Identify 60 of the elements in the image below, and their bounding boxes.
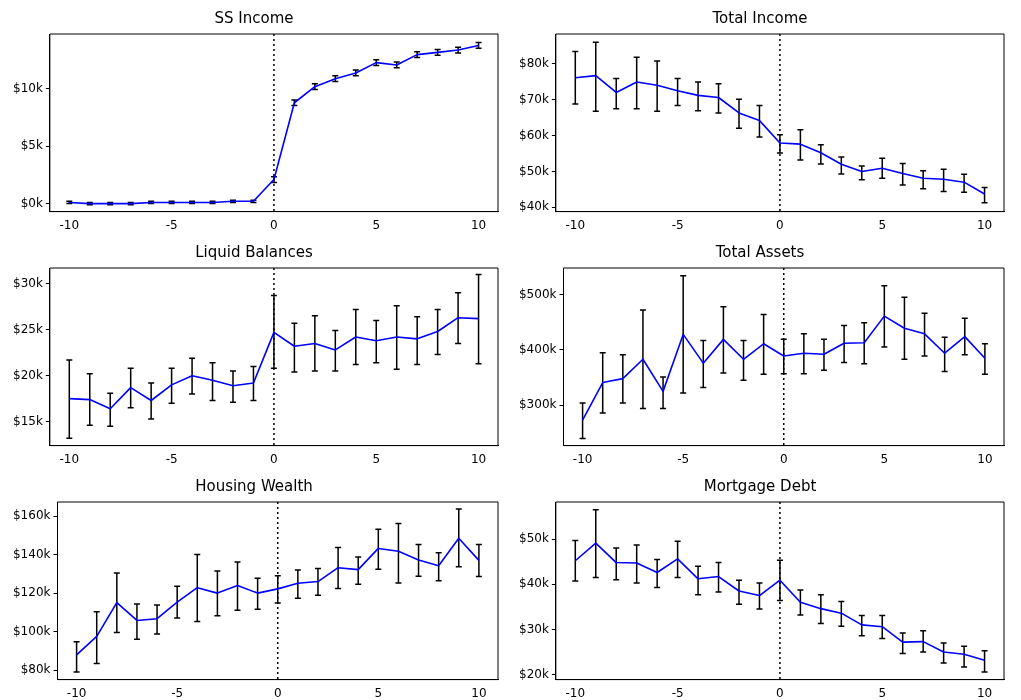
y-tick-label: $70k — [518, 91, 549, 106]
y-tick-label: $20k — [518, 666, 549, 681]
y-tick-label: $120k — [12, 585, 51, 600]
y-tick-label: $300k — [518, 397, 557, 412]
x-tick-label: 5 — [372, 217, 381, 232]
chart-title: Housing Wealth — [195, 476, 313, 495]
y-tick-label: $30k — [12, 275, 43, 290]
x-tick-label: 0 — [779, 451, 788, 466]
chart-title: Liquid Balances — [195, 242, 314, 261]
y-tick-label: $80k — [518, 55, 549, 70]
y-tick-label: $160k — [12, 508, 51, 523]
x-tick-label: 10 — [471, 685, 487, 700]
x-tick-label: 0 — [273, 685, 282, 700]
y-tick-label: $40k — [518, 199, 549, 214]
chart-title: Total Assets — [714, 242, 805, 261]
x-tick-label: 5 — [878, 685, 887, 700]
x-tick-label: -5 — [165, 451, 178, 466]
y-tick-label: $0k — [20, 195, 43, 210]
x-tick-label: -5 — [671, 217, 684, 232]
x-tick-label: -5 — [165, 217, 178, 232]
x-tick-label: -10 — [565, 217, 586, 232]
x-tick-label: -5 — [677, 451, 690, 466]
x-tick-label: 10 — [977, 451, 993, 466]
chart-title: SS Income — [214, 8, 294, 27]
y-tick-label: $20k — [12, 367, 43, 382]
x-tick-label: 5 — [374, 685, 383, 700]
y-tick-label: $40k — [518, 576, 549, 591]
y-tick-label: $100k — [12, 623, 51, 638]
y-tick-label: $80k — [20, 662, 51, 677]
x-tick-label: -5 — [171, 685, 184, 700]
x-tick-label: -10 — [572, 451, 593, 466]
chart-title: Mortgage Debt — [703, 476, 817, 495]
x-tick-label: 5 — [878, 217, 887, 232]
y-tick-label: $50k — [518, 163, 549, 178]
x-tick-label: 5 — [880, 451, 889, 466]
y-tick-label: $5k — [20, 138, 43, 153]
x-tick-label: 0 — [776, 685, 784, 700]
y-tick-label: $50k — [518, 531, 549, 546]
x-tick-label: 10 — [976, 217, 993, 232]
y-tick-label: $15k — [12, 413, 43, 428]
x-tick-label: -10 — [565, 685, 586, 700]
x-tick-label: 10 — [470, 451, 487, 466]
x-tick-label: 0 — [776, 217, 784, 232]
x-tick-label: 5 — [372, 451, 381, 466]
x-tick-label: 10 — [470, 217, 487, 232]
x-tick-label: -10 — [59, 217, 80, 232]
y-tick-label: $30k — [518, 621, 549, 636]
y-tick-label: $25k — [12, 321, 43, 336]
y-tick-label: $140k — [12, 546, 51, 561]
x-tick-label: 10 — [976, 685, 993, 700]
y-tick-label: $60k — [518, 127, 549, 142]
y-tick-label: $10k — [12, 81, 43, 96]
x-tick-label: 0 — [270, 217, 278, 232]
x-tick-label: -10 — [66, 685, 87, 700]
x-tick-label: -10 — [59, 451, 80, 466]
chart-title: Total Income — [711, 8, 808, 27]
y-tick-label: $400k — [518, 342, 557, 357]
y-tick-label: $500k — [518, 286, 557, 301]
x-tick-label: 0 — [270, 451, 278, 466]
x-tick-label: -5 — [671, 685, 684, 700]
